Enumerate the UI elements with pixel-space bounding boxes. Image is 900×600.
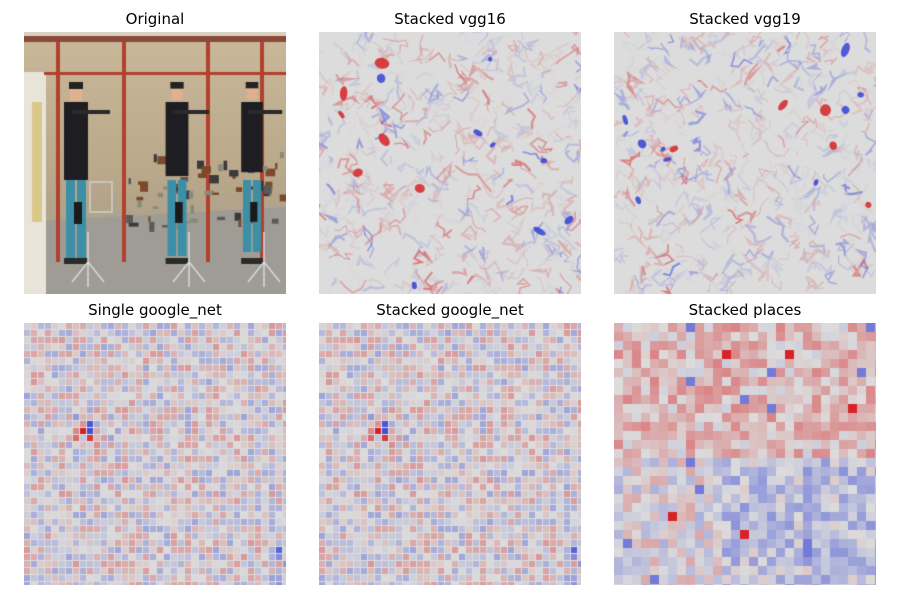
saliency-map-stacked-vgg16 xyxy=(319,32,581,294)
panel-title-single-google-net: Single google_net xyxy=(88,301,222,319)
saliency-map-stacked-vgg19 xyxy=(614,32,876,294)
saliency-map-stacked-google-net xyxy=(319,323,581,585)
panel-title-stacked-vgg19: Stacked vgg19 xyxy=(689,10,801,28)
original-photo xyxy=(24,32,286,294)
panel-title-original: Original xyxy=(125,10,185,28)
saliency-map-stacked-places xyxy=(614,323,876,585)
saliency-map-single-google-net xyxy=(24,323,286,585)
panel-title-stacked-places: Stacked places xyxy=(688,301,802,319)
panel-title-stacked-vgg16: Stacked vgg16 xyxy=(394,10,506,28)
panel-title-stacked-google-net: Stacked google_net xyxy=(376,301,524,319)
